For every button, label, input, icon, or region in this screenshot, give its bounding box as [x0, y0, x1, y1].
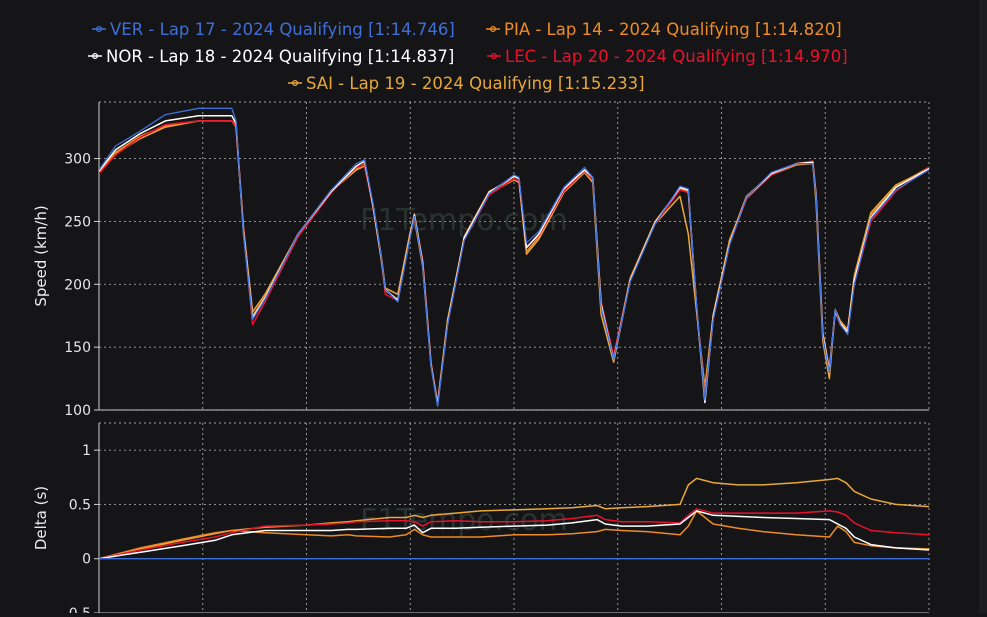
- legend-swatch-marker: [490, 52, 498, 60]
- legend-item-pia: PIA - Lap 14 - 2024 Qualifying [1:14.820…: [486, 20, 842, 39]
- legend: VER - Lap 17 - 2024 Qualifying [1:14.746…: [88, 20, 848, 93]
- y-axis-label: Speed (km/h): [32, 205, 50, 306]
- legend-item-lec: LEC - Lap 20 - 2024 Qualifying [1:14.970…: [487, 47, 848, 66]
- legend-label: VER - Lap 17 - 2024 Qualifying [1:14.746…: [110, 20, 455, 39]
- y-tick-label: 100: [64, 403, 91, 419]
- legend-swatch-marker: [95, 25, 103, 33]
- y-tick-label: 250: [64, 214, 91, 230]
- legend-item-nor: NOR - Lap 18 - 2024 Qualifying [1:14.837…: [88, 47, 454, 66]
- y-tick-label: 200: [64, 277, 91, 293]
- legend-label: NOR - Lap 18 - 2024 Qualifying [1:14.837…: [106, 47, 454, 66]
- series-line-pia: [99, 510, 929, 560]
- y-tick-label: 0.5: [69, 497, 91, 513]
- y-tick-label: 0: [82, 552, 91, 568]
- series-line-lec: [99, 508, 929, 560]
- legend-swatch-marker: [91, 52, 99, 60]
- series-line-ver: [99, 107, 929, 407]
- y-tick-label: 1: [82, 443, 91, 459]
- series-line-nor: [99, 510, 929, 560]
- legend-swatch-marker: [489, 25, 497, 33]
- y-axis-label: Delta (s): [32, 486, 50, 550]
- window-edge: [979, 0, 987, 613]
- legend-item-sai: SAI - Lap 19 - 2024 Qualifying [1:15.233…: [288, 74, 645, 93]
- y-tick-label: 300: [64, 152, 91, 168]
- legend-label: LEC - Lap 20 - 2024 Qualifying [1:14.970…: [505, 47, 848, 66]
- y-tick-label: 150: [64, 340, 91, 356]
- series-layer: [99, 107, 929, 407]
- speed-panel: 100 150 200 250 300 Speed (km/h) F1Tempo.com: [32, 101, 930, 419]
- legend-label: SAI - Lap 19 - 2024 Qualifying [1:15.233…: [306, 74, 645, 93]
- y-tick-label: -0.5: [64, 606, 91, 613]
- legend-swatch-marker: [291, 79, 299, 87]
- legend-item-ver: VER - Lap 17 - 2024 Qualifying [1:14.746…: [92, 20, 455, 39]
- legend-label: PIA - Lap 14 - 2024 Qualifying [1:14.820…: [504, 20, 842, 39]
- series-layer: [99, 477, 929, 560]
- watermark: F1Tempo.com: [360, 203, 568, 238]
- series-line-nor: [99, 115, 929, 406]
